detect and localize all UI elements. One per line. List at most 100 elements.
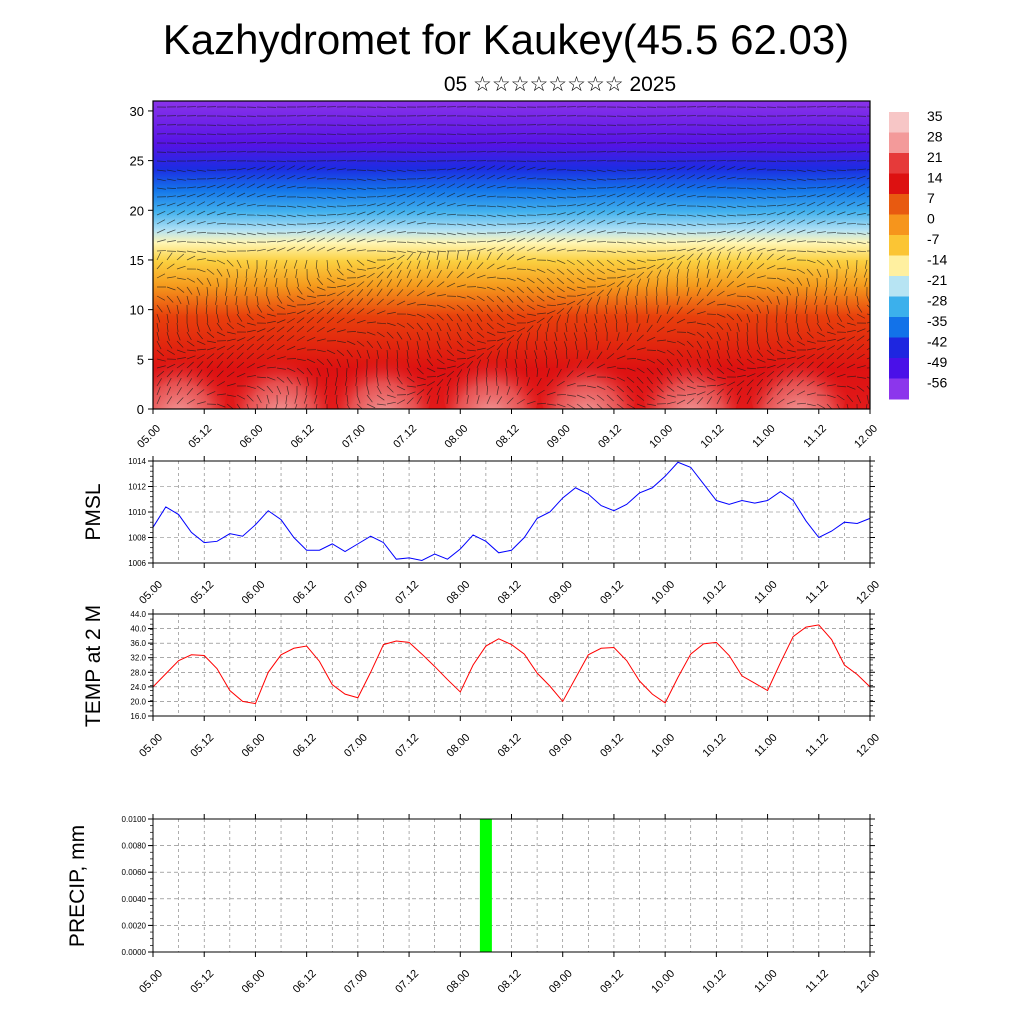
wind-barb-530 [416, 169, 426, 172]
wind-barb-1251 [426, 251, 431, 261]
wind-barb-1641 [726, 304, 736, 308]
wind-barb-1216 [796, 250, 807, 252]
wind-barb-1744 [316, 316, 324, 324]
wind-barb-1745 [326, 317, 335, 324]
wind-barb-2263 [466, 377, 469, 387]
wind-barb-1675 [346, 307, 354, 315]
wind-barb-917 [686, 214, 696, 217]
wind-barb-656 [236, 183, 246, 189]
wind-barb-2232 [156, 378, 162, 387]
pmsl-x-tick-label-13: 11.12 [804, 579, 831, 606]
wind-barb-1525 [286, 295, 294, 303]
wind-barb-1338 [576, 268, 585, 276]
wind-barb-870 [216, 212, 226, 216]
wind-barb-2081 [806, 353, 815, 360]
wind-barb-517 [286, 165, 296, 171]
wind-barb-924 [756, 213, 766, 216]
wind-barb-2111 [386, 367, 389, 377]
wind-barb-1741 [286, 318, 295, 324]
pmsl-x-tick-label-14: 12.00 [854, 579, 882, 607]
wind-barb-1902 [456, 340, 464, 348]
wind-barb-1556 [596, 289, 604, 297]
wind-barb-2052 [515, 350, 518, 360]
wind-barb-1059 [666, 232, 676, 236]
wind-barb-505 [166, 169, 176, 172]
wind-barb-1585 [166, 304, 171, 314]
wind-barb-647 [866, 177, 870, 180]
wind-barb-1100 [356, 238, 366, 243]
wind-barb-841 [646, 202, 656, 207]
wind-barb-2337 [486, 385, 489, 396]
colorbar-swatch-6 [889, 235, 909, 256]
wind-barb-737 [326, 196, 336, 200]
wind-barb-815 [386, 201, 396, 207]
wind-barb-1507 [824, 286, 828, 296]
wind-barb-2035 [346, 358, 350, 368]
wind-barb-2170 [256, 376, 266, 379]
wind-barb-2160 [156, 370, 165, 378]
wind-barb-819 [426, 201, 436, 207]
wind-barb-2126 [534, 359, 538, 369]
wind-barb-1752 [396, 322, 406, 328]
wind-barb-1414 [616, 275, 626, 279]
wind-barb-673 [406, 185, 416, 189]
wind-barb-1967 [386, 349, 389, 359]
wind-barb-1537 [406, 289, 415, 297]
wind-barb-1622 [536, 304, 546, 309]
wind-barb-925 [766, 212, 776, 216]
wind-barb-756 [516, 196, 526, 199]
wind-barb-1688 [476, 313, 483, 322]
wind-barb-1631 [625, 296, 628, 306]
wind-barb-1932 [756, 340, 761, 350]
colorbar-swatch-4 [889, 194, 909, 215]
wind-barb-1293 [846, 259, 849, 269]
wind-barb-538 [496, 165, 506, 171]
wind-barb-1180 [436, 250, 446, 253]
colorbar-label-12: -49 [927, 354, 947, 370]
wind-barb-1715 [746, 313, 751, 323]
wind-barb-1706 [656, 305, 659, 315]
wind-barb-1339 [586, 268, 595, 275]
wind-barb-2071 [706, 358, 712, 368]
wind-barb-1564 [676, 286, 678, 297]
wind-barb-1535 [386, 288, 393, 297]
wind-barb-1065 [726, 230, 736, 234]
wind-barb-2358 [696, 391, 706, 396]
wind-barb-2304 [156, 386, 161, 396]
wind-barb-907 [586, 210, 596, 216]
wind-barb-788 [836, 192, 846, 198]
wind-barb-1427 [746, 272, 755, 279]
wind-barb-1512 [156, 295, 166, 301]
wind-barb-2284 [676, 385, 686, 391]
wind-barb-1566 [696, 287, 702, 297]
wind-barb-875 [266, 214, 276, 217]
wind-barb-2271 [546, 379, 554, 387]
wind-barb-1155 [186, 250, 196, 253]
wind-barb-2323 [346, 394, 349, 404]
wind-barb-2294 [776, 378, 783, 387]
wind-barb-557 [686, 165, 696, 171]
wind-barb-2417 [566, 403, 576, 409]
colorbar-label-5: 0 [927, 211, 935, 227]
wind-barb-715 [826, 185, 836, 189]
wind-barb-1068 [756, 228, 766, 234]
wind-barb-1495 [706, 278, 711, 288]
wind-barb-1243 [346, 259, 353, 268]
wind-barb-1552 [556, 295, 566, 299]
wind-barb-2403 [426, 395, 431, 405]
wind-barb-806 [296, 205, 306, 209]
wind-barb-958 [376, 219, 386, 225]
wind-barb-1890 [336, 340, 346, 343]
wind-barb-724 [196, 193, 206, 198]
wind-barb-2444 [836, 403, 841, 409]
wind-barb-1464 [396, 279, 402, 288]
wind-barb-1279 [706, 251, 712, 261]
wind-barb-735 [306, 196, 316, 199]
wind-barb-2321 [324, 394, 328, 404]
pmsl-y-tick-label-1: 1008 [128, 534, 146, 543]
wind-barb-1131 [666, 241, 676, 244]
wind-barb-1386 [336, 277, 346, 281]
wind-barb-1401 [486, 276, 496, 279]
wind-barb-1473 [486, 286, 496, 291]
wind-barb-957 [366, 219, 376, 225]
